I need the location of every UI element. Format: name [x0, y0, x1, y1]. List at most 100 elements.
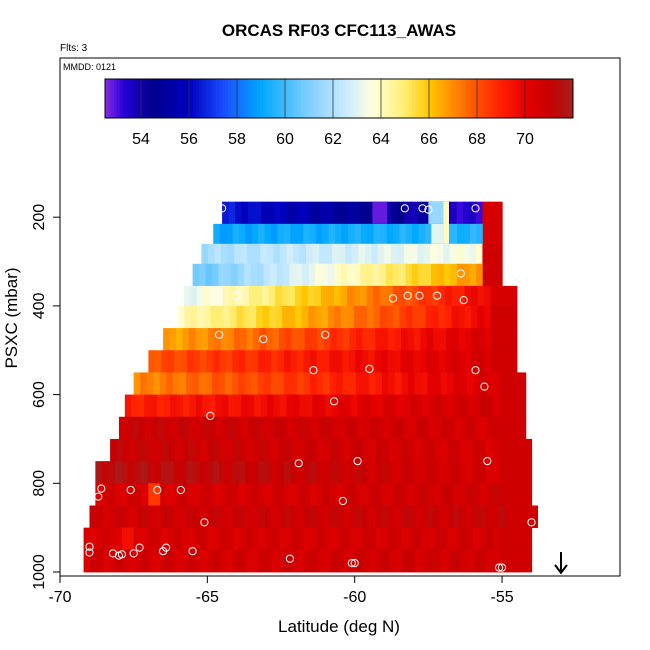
heatmap-cell — [192, 372, 200, 396]
heatmap-cell — [360, 305, 368, 329]
heatmap-cell — [264, 483, 272, 506]
sample-point — [483, 457, 492, 466]
heatmap-cell — [512, 394, 520, 418]
heatmap-cell — [330, 549, 338, 573]
colorbar-segment — [222, 79, 226, 118]
heatmap-cell — [409, 416, 417, 440]
heatmap-cell — [491, 505, 500, 529]
heatmap-highlight — [121, 527, 134, 550]
mmdd-label: MMDD: 0121 — [63, 62, 116, 72]
sample-point — [259, 335, 268, 344]
colorbar-segment — [549, 79, 554, 118]
heatmap-cell — [366, 263, 374, 287]
heatmap-cell — [525, 438, 533, 462]
heatmap-cell — [398, 263, 406, 287]
heatmap-cell — [492, 527, 500, 551]
sample-point — [285, 554, 294, 563]
heatmap-cell — [281, 285, 289, 307]
heatmap-cell — [221, 328, 229, 351]
colorbar-segment — [385, 79, 390, 118]
colorbar-segment — [400, 79, 404, 118]
heatmap-cell — [469, 223, 477, 245]
heatmap-cell — [418, 263, 426, 287]
heatmap-cell — [207, 243, 216, 265]
colorbar-segment — [441, 79, 445, 118]
heatmap-cell — [484, 328, 492, 351]
heatmap-cell — [196, 285, 204, 307]
heatmap-cell — [308, 305, 316, 329]
heatmap-cell — [343, 438, 351, 462]
heatmap-cell — [235, 416, 243, 440]
sample-point — [153, 485, 162, 495]
heatmap-cell — [344, 394, 352, 418]
colorbar-segment — [242, 79, 246, 118]
heatmap-cell — [512, 372, 520, 396]
heatmap-cell — [506, 372, 514, 396]
heatmap-cell — [206, 549, 215, 573]
colorbar-segment — [374, 79, 378, 118]
heatmap-cell — [510, 350, 518, 373]
colorbar-segment — [456, 79, 460, 118]
heatmap-cell — [464, 285, 472, 307]
heatmap-cell — [486, 438, 494, 462]
heatmap-cell — [303, 483, 311, 506]
heatmap-cell — [284, 549, 292, 573]
heatmap-cell — [195, 394, 203, 418]
colorbar-tick-label: 58 — [228, 131, 246, 148]
heatmap-cell — [251, 350, 259, 373]
heatmap-cell — [161, 527, 169, 551]
sample-point — [480, 382, 489, 391]
heatmap-cell — [452, 328, 460, 351]
heatmap-cell — [323, 372, 331, 396]
heatmap-cell — [477, 285, 485, 307]
colorbar-segment — [204, 79, 208, 118]
y-tick-label: 1000 — [31, 554, 48, 590]
heatmap-cell — [486, 549, 494, 573]
heatmap-cell — [294, 285, 302, 307]
colorbar-segment — [169, 79, 173, 118]
heatmap-cell — [160, 505, 168, 529]
heatmap-cell — [336, 328, 344, 351]
heatmap-cell — [253, 243, 261, 265]
heatmap-cell — [510, 305, 518, 329]
heatmap-cell — [358, 243, 366, 265]
heatmap-cell — [227, 328, 235, 351]
y-tick-label: 200 — [31, 204, 48, 231]
heatmap-cell — [303, 372, 311, 396]
heatmap-cell — [109, 549, 117, 573]
heatmap-cell — [286, 394, 294, 418]
heatmap-cell — [441, 416, 449, 440]
heatmap-cell — [258, 505, 266, 529]
colorbar-tick-label: 56 — [180, 131, 198, 148]
colorbar-segment — [119, 79, 124, 118]
heatmap-cell — [239, 527, 247, 551]
heatmap-cell — [413, 328, 421, 351]
heatmap-cell — [379, 263, 387, 287]
colorbar-segment — [236, 79, 241, 118]
heatmap-cell — [122, 549, 130, 573]
heatmap-cell — [278, 527, 286, 551]
heatmap-cell — [228, 416, 236, 440]
heatmap-cell — [422, 394, 430, 418]
heatmap-cell — [355, 483, 363, 506]
colorbar-segment — [511, 79, 515, 118]
heatmap-cell — [317, 527, 325, 551]
heatmap-cell — [317, 438, 325, 462]
heatmap-cell — [225, 483, 233, 506]
heatmap-cell — [472, 461, 481, 484]
heatmap-cell — [448, 416, 456, 440]
heatmap-cell — [375, 328, 383, 351]
colorbar-segment — [432, 79, 437, 118]
colorbar-segment — [198, 79, 203, 118]
heatmap-cell — [486, 394, 494, 418]
heatmap-cell — [114, 483, 122, 506]
heatmap-cell — [360, 285, 368, 307]
heatmap-cell — [323, 505, 331, 529]
colorbar-tick-label: 70 — [516, 131, 534, 148]
heatmap-cell — [133, 372, 141, 396]
heatmap-cell — [161, 549, 169, 573]
heatmap-cell — [407, 328, 415, 351]
sample-point — [497, 563, 507, 572]
heatmap-cell — [219, 461, 227, 484]
heatmap-cell — [479, 527, 487, 551]
